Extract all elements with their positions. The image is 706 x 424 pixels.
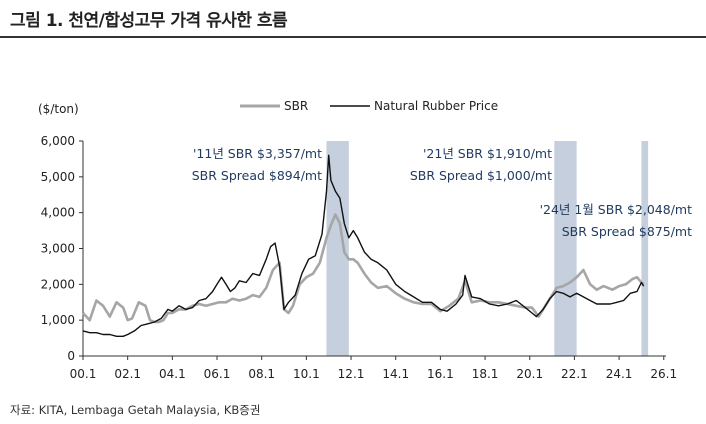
x-tick-label: 02.1 — [114, 367, 141, 381]
x-tick-label: 00.1 — [70, 367, 97, 381]
annotation-line: '11년 SBR $3,357/mt — [193, 146, 322, 161]
x-tick-label: 24.1 — [606, 367, 633, 381]
annotation-line: SBR Spread $894/mt — [192, 168, 322, 183]
x-tick-label: 12.1 — [338, 367, 365, 381]
x-tick-label: 08.1 — [248, 367, 275, 381]
chart-annotations: '11년 SBR $3,357/mt SBR Spread $894/mt '21년… — [192, 146, 692, 239]
y-axis-label: ($/ton) — [38, 102, 79, 116]
chart-legend: SBR Natural Rubber Price — [240, 99, 498, 113]
series-line-natural-rubber — [82, 154, 645, 337]
highlight-band-1 — [326, 141, 349, 356]
x-tick-label: 20.1 — [516, 367, 543, 381]
y-tick-label: 0 — [67, 349, 75, 363]
annotation-line: '21년 SBR $1,910/mt — [423, 146, 552, 161]
annotation-line: SBR Spread $875/mt — [562, 224, 692, 239]
highlight-bands — [326, 141, 649, 356]
title-divider — [0, 36, 706, 38]
legend-label: Natural Rubber Price — [374, 99, 498, 113]
y-tick-label: 2,000 — [41, 277, 75, 291]
legend-label: SBR — [284, 99, 308, 113]
source-note: 자료: KITA, Lembaga Getah Malaysia, KB증권 — [10, 403, 261, 417]
highlight-band-3 — [641, 141, 649, 356]
series-line-sbr — [82, 213, 645, 324]
chart-axes: 0 1,000 2,000 3,000 4,000 5,000 6,000 00.1 02.1 0… — [41, 134, 677, 381]
annotation-line: SBR Spread $1,000/mt — [410, 168, 552, 183]
series-lines — [82, 154, 645, 337]
y-tick-label: 6,000 — [41, 134, 75, 148]
x-tick-label: 16.1 — [427, 367, 454, 381]
annotation-line: '24년 1월 SBR $2,048/mt — [540, 202, 693, 217]
x-tick-label: 10.1 — [293, 367, 320, 381]
x-tick-label: 06.1 — [204, 367, 231, 381]
x-tick-label: 14.1 — [382, 367, 409, 381]
y-tick-label: 4,000 — [41, 206, 75, 220]
x-tick-label: 22.1 — [561, 367, 588, 381]
x-tick-label: 18.1 — [472, 367, 499, 381]
y-tick-label: 3,000 — [41, 242, 75, 256]
x-tick-label: 04.1 — [159, 367, 186, 381]
figure-title: 그림 1. 천연/합성고무 가격 유사한 흐름 — [10, 11, 288, 31]
highlight-band-2 — [554, 141, 577, 356]
x-tick-label: 26.1 — [650, 367, 677, 381]
y-tick-label: 1,000 — [41, 313, 75, 327]
y-tick-label: 5,000 — [41, 170, 75, 184]
